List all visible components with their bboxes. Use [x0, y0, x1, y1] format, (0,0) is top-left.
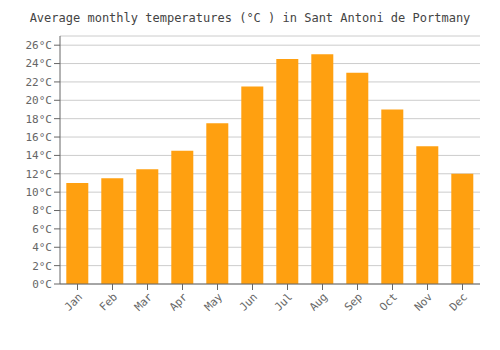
svg-text:Mar: Mar [132, 290, 156, 314]
svg-text:May: May [202, 290, 226, 314]
svg-text:24°C: 24°C [26, 57, 53, 70]
svg-text:22°C: 22°C [26, 76, 53, 89]
svg-text:0°C: 0°C [32, 278, 52, 291]
svg-text:6°C: 6°C [32, 223, 52, 236]
svg-text:2°C: 2°C [32, 260, 52, 273]
svg-text:Jun: Jun [237, 290, 260, 313]
svg-text:Apr: Apr [167, 290, 191, 314]
svg-text:Dec: Dec [447, 290, 470, 313]
svg-text:Jan: Jan [62, 290, 85, 313]
svg-text:16°C: 16°C [26, 131, 53, 144]
svg-text:14°C: 14°C [26, 149, 53, 162]
svg-text:Sep: Sep [342, 290, 365, 313]
svg-text:4°C: 4°C [32, 241, 52, 254]
html-text:Average monthly temperatures (: Average monthly temperatures (°C ) in Sa… [29, 11, 471, 25]
svg-text:Nov: Nov [412, 290, 436, 314]
svg-text:20°C: 20°C [26, 94, 53, 107]
svg-text:Feb: Feb [97, 290, 120, 313]
svg-text:18°C: 18°C [26, 113, 53, 126]
svg-text:8°C: 8°C [32, 204, 52, 217]
svg-text:Oct: Oct [377, 290, 400, 313]
svg-text:Jul: Jul [272, 290, 295, 313]
svg-text:12°C: 12°C [26, 168, 53, 181]
svg-text:Aug: Aug [307, 290, 330, 313]
svg-text:26°C: 26°C [26, 39, 53, 52]
svg-text:10°C: 10°C [26, 186, 53, 199]
